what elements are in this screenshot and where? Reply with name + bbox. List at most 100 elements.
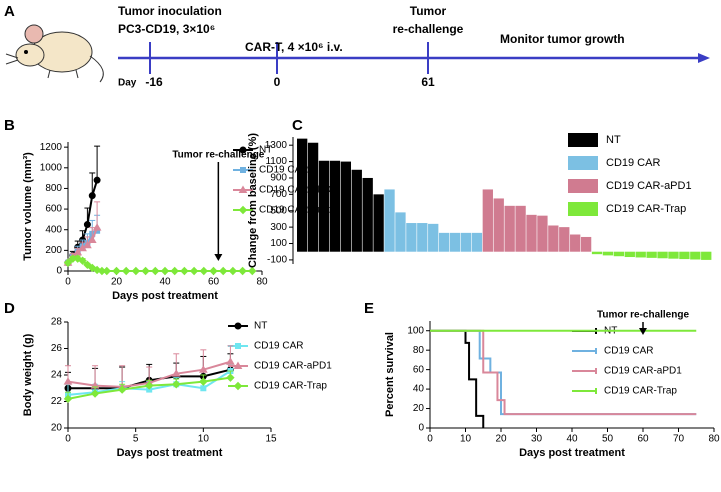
y-tick-label: 0 (418, 423, 424, 434)
bar (318, 160, 330, 252)
bar (602, 251, 614, 256)
y-tick-label: 500 (270, 205, 287, 216)
panel-letter: C (292, 117, 303, 134)
y-tick-label: 800 (45, 183, 62, 194)
point (90, 389, 100, 398)
point (151, 266, 160, 276)
bar (646, 251, 657, 258)
legend-swatch (568, 156, 598, 170)
survival-line (430, 329, 697, 416)
bar (591, 251, 603, 255)
point (93, 176, 101, 184)
point (83, 260, 92, 270)
y-tick-label: 20 (413, 403, 425, 414)
panel-letter: A (4, 3, 15, 20)
point (172, 380, 181, 389)
legend-label: CD19 CAR-Trap (254, 381, 327, 392)
point (238, 266, 247, 276)
y-tick-label: 700 (270, 189, 287, 200)
legend-swatch (568, 202, 598, 216)
event-label: Tumor inoculation (118, 4, 222, 18)
x-tick-label: 0 (427, 434, 433, 445)
bar (679, 251, 690, 260)
point (112, 266, 121, 276)
bar (570, 234, 581, 252)
point (240, 167, 246, 173)
bar (406, 223, 417, 252)
bar (297, 138, 308, 252)
point (141, 266, 150, 276)
point (63, 377, 73, 385)
y-tick-label: 60 (413, 364, 425, 375)
point (226, 373, 235, 382)
point (92, 223, 102, 231)
x-tick-label: 20 (111, 277, 123, 288)
point (102, 266, 112, 276)
bar (373, 194, 384, 252)
bar (504, 205, 515, 252)
point (171, 369, 181, 377)
point (160, 266, 170, 276)
bar (493, 198, 504, 252)
point (63, 394, 73, 404)
y-tick-label: 1100 (265, 156, 287, 167)
y-tick-label: 20 (51, 423, 63, 434)
x-tick-label: 80 (256, 277, 268, 288)
bar (668, 251, 679, 259)
x-tick-label: 80 (708, 434, 720, 445)
point (226, 357, 235, 365)
bar (384, 189, 395, 252)
bar (307, 142, 319, 252)
point (170, 266, 179, 276)
point (234, 322, 242, 330)
y-tick-label: -100 (267, 255, 287, 266)
point (83, 240, 92, 249)
y-tick-label: 600 (45, 204, 62, 215)
legend-label: CD19 CAR (254, 341, 303, 352)
arrow-head (214, 254, 223, 261)
annotation: Tumor re-challenge (172, 150, 264, 161)
legend-label: CD19 CAR (259, 165, 308, 176)
point (218, 266, 228, 276)
x-tick-label: 15 (265, 434, 277, 445)
point (239, 146, 247, 154)
event-label: CAR-T, 4 ×10⁶ i.v. (245, 40, 343, 54)
y-tick-label: 900 (270, 173, 287, 184)
legend-label: CD19 CAR-Trap (259, 205, 332, 216)
point (180, 266, 189, 276)
bar (526, 214, 537, 252)
bar (471, 232, 483, 252)
event-day: 61 (421, 75, 435, 89)
legend-label: CD19 CAR-aPD1 (606, 180, 692, 192)
arrow-head (639, 328, 647, 335)
x-tick-label: 0 (65, 277, 71, 288)
x-tick-label: 60 (637, 434, 649, 445)
survival-line (430, 329, 485, 428)
bar (635, 251, 646, 258)
mouse-icon (5, 24, 104, 83)
bar (482, 189, 493, 252)
y-tick-label: 100 (407, 325, 424, 336)
y-tick-label: 200 (45, 245, 62, 256)
point (87, 235, 97, 244)
legend-label: CD19 CAR (606, 157, 660, 169)
x-tick-label: 70 (673, 434, 685, 445)
point (88, 192, 96, 200)
legend-swatch (568, 179, 598, 193)
point (189, 266, 199, 276)
point (121, 266, 131, 276)
bar (395, 212, 406, 252)
x-tick-label: 10 (460, 434, 472, 445)
point (248, 266, 257, 276)
legend-label: NT (259, 145, 272, 156)
legend-label: NT (606, 134, 621, 146)
point (200, 385, 207, 392)
point (209, 266, 218, 276)
y-tick-label: 1300 (265, 140, 288, 151)
x-axis-label: Days post treatment (519, 447, 625, 459)
bar (701, 251, 712, 260)
y-axis-label: Tumor volume (mm³) (22, 152, 34, 261)
x-tick-label: 30 (531, 434, 543, 445)
point (117, 385, 127, 394)
